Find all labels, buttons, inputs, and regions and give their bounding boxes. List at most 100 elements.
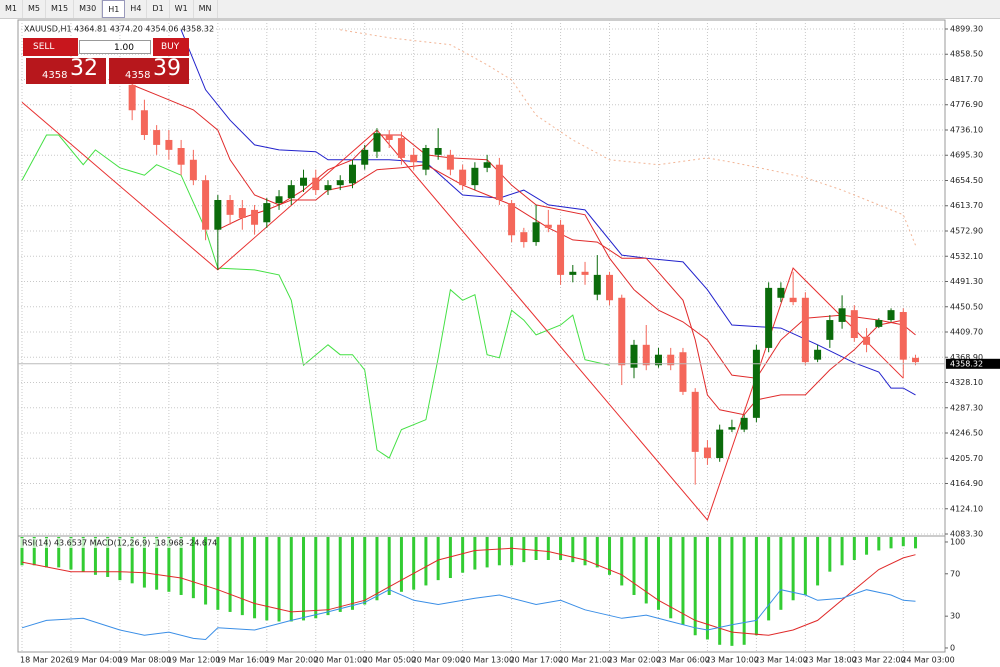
- histogram-bar: [546, 537, 550, 560]
- histogram-bar: [155, 537, 159, 590]
- histogram-bar: [350, 537, 354, 610]
- candle-body: [263, 203, 271, 223]
- candle-body: [863, 336, 871, 345]
- candle-body: [691, 391, 699, 452]
- timeframe-button[interactable]: H4: [125, 0, 148, 18]
- timeframe-button[interactable]: MN: [194, 0, 218, 18]
- candle-body: [654, 354, 662, 366]
- candle-body: [850, 310, 858, 339]
- candle-body: [606, 274, 614, 301]
- y-tick-label: 4695.30: [950, 151, 983, 160]
- timeframe-button[interactable]: M15: [46, 0, 75, 18]
- histogram-bar: [840, 537, 844, 566]
- candle-body: [495, 164, 503, 200]
- timeframe-button[interactable]: D1: [147, 0, 170, 18]
- indicator-line: [132, 84, 916, 379]
- histogram-bar: [20, 537, 24, 566]
- histogram-bar: [510, 537, 514, 566]
- timeframe-button[interactable]: W1: [170, 0, 194, 18]
- x-tick-label: 20 Mar 01:00: [314, 656, 367, 665]
- histogram-bar: [461, 537, 465, 573]
- lot-input[interactable]: 1.00: [79, 40, 151, 54]
- candle-body: [348, 164, 356, 184]
- sell-button[interactable]: SELL: [23, 38, 78, 56]
- y-tick-label: 4736.10: [950, 125, 983, 134]
- histogram-bar: [901, 537, 905, 547]
- candle-body: [177, 148, 185, 165]
- candle-body: [703, 447, 711, 459]
- candle-body: [165, 139, 173, 150]
- histogram-bar: [803, 537, 807, 595]
- timeframe-button[interactable]: M1: [0, 0, 23, 18]
- x-tick-label: 19 Mar 08:00: [118, 656, 171, 665]
- indicator-line: [217, 164, 904, 416]
- x-tick-label: 23 Mar 22:00: [852, 656, 905, 665]
- candle-body: [581, 271, 589, 275]
- candle-body: [373, 133, 381, 152]
- candle-body: [128, 84, 136, 111]
- y-tick-label: 4654.50: [950, 176, 983, 185]
- y-tick-label: 4450.50: [950, 302, 983, 311]
- histogram-bar: [608, 537, 612, 575]
- candle-body: [826, 320, 834, 340]
- y-tick-label: 4532.10: [950, 252, 983, 261]
- candle-body: [300, 177, 308, 186]
- y-tick-label: 4409.70: [950, 328, 983, 337]
- histogram-bar: [877, 537, 881, 551]
- candle-body: [508, 203, 516, 236]
- x-tick-label: 20 Mar 09:00: [412, 656, 465, 665]
- histogram-bar: [399, 537, 403, 592]
- timeframe-button[interactable]: M5: [23, 0, 46, 18]
- candle-body: [214, 199, 222, 230]
- candle-body: [189, 159, 197, 181]
- x-tick-label: 20 Mar 17:00: [510, 656, 563, 665]
- histogram-bar: [424, 537, 428, 586]
- candle-body: [532, 222, 540, 243]
- candle-body: [312, 177, 320, 191]
- histogram-bar: [620, 537, 624, 586]
- x-tick-label: 23 Mar 02:00: [608, 656, 661, 665]
- buy-price[interactable]: 4358 39: [109, 56, 189, 84]
- x-tick-label: 23 Mar 18:00: [803, 656, 856, 665]
- y-tick-label: 4858.50: [950, 50, 983, 59]
- histogram-bar: [816, 537, 820, 586]
- candle-body: [838, 308, 846, 322]
- sell-price-prefix: 4358: [42, 70, 68, 81]
- x-tick-label: 20 Mar 21:00: [559, 656, 612, 665]
- histogram-bar: [852, 537, 856, 560]
- histogram-bar: [742, 537, 746, 645]
- timeframe-button[interactable]: H1: [102, 0, 126, 18]
- histogram-bar: [216, 537, 220, 610]
- histogram-bar: [338, 537, 342, 612]
- histogram-bar: [375, 537, 379, 601]
- histogram-bar: [204, 537, 208, 605]
- candle-body: [789, 297, 797, 303]
- x-tick-label: 19 Mar 16:00: [216, 656, 269, 665]
- sell-price[interactable]: 4358 32: [26, 56, 106, 84]
- candle-body: [899, 312, 907, 360]
- last-price-label: 4358.32: [950, 359, 983, 368]
- histogram-bar: [106, 537, 110, 577]
- sell-price-main: 32: [70, 56, 98, 81]
- histogram-bar: [889, 537, 893, 549]
- candle-body: [446, 154, 454, 170]
- timeframe-toolbar: M1 M5 M15 M30 H1 H4 D1 W1 MN: [0, 0, 1000, 19]
- buy-button[interactable]: BUY: [153, 38, 189, 56]
- histogram-bar: [277, 537, 281, 622]
- x-tick-label: 23 Mar 10:00: [705, 656, 758, 665]
- y-tick-label: 4124.10: [950, 504, 983, 513]
- y-tick-label: 4246.50: [950, 429, 983, 438]
- histogram-bar: [130, 537, 134, 584]
- x-tick-label: 20 Mar 13:00: [461, 656, 514, 665]
- candle-body: [642, 344, 650, 366]
- candle-body: [667, 354, 675, 366]
- candle-body: [483, 162, 491, 168]
- candle-body: [716, 429, 724, 459]
- candle-body: [728, 427, 736, 430]
- x-tick-label: 18 Mar 2026: [20, 656, 71, 665]
- histogram-bar: [693, 537, 697, 636]
- candle-body: [434, 148, 442, 155]
- timeframe-button[interactable]: M30: [74, 0, 103, 18]
- histogram-bar: [314, 537, 318, 619]
